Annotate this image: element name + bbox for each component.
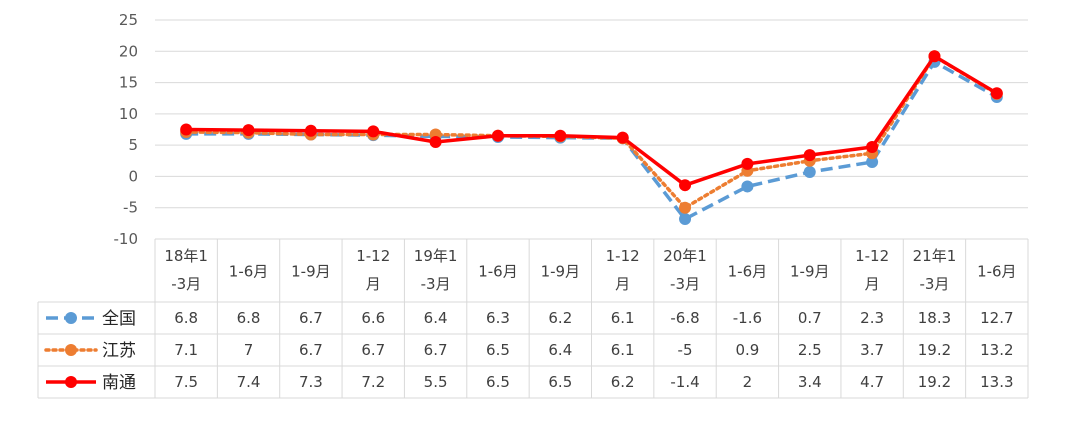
data-table-value: 18.3	[918, 309, 951, 327]
legend-key-marker	[65, 376, 77, 388]
data-point	[803, 149, 816, 162]
y-tick-label: -10	[114, 230, 139, 248]
legend-label: 全国	[102, 309, 136, 329]
data-table-value: 6.6	[361, 309, 385, 327]
data-point	[866, 141, 879, 154]
data-table-value: 6.5	[486, 373, 510, 391]
data-point	[429, 136, 442, 149]
data-table-value: 0.7	[798, 309, 822, 327]
legend-key-marker	[65, 344, 77, 356]
legend-key-marker	[65, 312, 77, 324]
data-table-value: 19.2	[918, 373, 951, 391]
data-table-value: 3.7	[860, 341, 884, 359]
category-label: -3月	[171, 275, 201, 293]
data-point	[679, 212, 692, 225]
data-table-value: 6.3	[486, 309, 510, 327]
category-label: 1-6月	[728, 263, 768, 281]
data-table-value: 6.7	[424, 341, 448, 359]
category-label: 20年1	[663, 247, 707, 265]
category-label: 月	[366, 275, 381, 293]
category-label: 1-9月	[541, 263, 581, 281]
category-label: 月	[865, 275, 880, 293]
data-table-value: 6.7	[361, 341, 385, 359]
category-label: 1-12	[606, 247, 640, 265]
data-table-value: 6.5	[548, 373, 572, 391]
data-point	[741, 157, 754, 170]
data-point	[803, 166, 816, 179]
data-table-value: 6.8	[174, 309, 198, 327]
series-line	[186, 54, 998, 187]
data-point	[616, 131, 629, 144]
data-point	[554, 129, 567, 142]
data-table-value: 2	[743, 373, 753, 391]
category-label: 月	[615, 275, 630, 293]
data-table-value: 3.4	[798, 373, 822, 391]
data-table-value: 19.2	[918, 341, 951, 359]
data-point	[180, 123, 193, 136]
category-label: -3月	[670, 275, 700, 293]
category-label: 21年1	[913, 247, 957, 265]
data-table-value: 7.4	[237, 373, 261, 391]
category-label: -3月	[919, 275, 949, 293]
category-label: 1-6月	[977, 263, 1017, 281]
data-table-value: -5	[678, 341, 693, 359]
y-tick-label: 10	[119, 105, 138, 123]
y-tick-label: 15	[119, 74, 138, 92]
data-point	[679, 179, 692, 192]
category-label: 1-12	[855, 247, 889, 265]
data-point	[741, 180, 754, 193]
data-point	[928, 50, 941, 63]
category-label: 19年1	[414, 247, 458, 265]
data-table-value: 6.1	[611, 309, 635, 327]
data-table-value: 6.5	[486, 341, 510, 359]
category-label: 1-6月	[478, 263, 518, 281]
data-table-value: 6.4	[548, 341, 572, 359]
y-tick-label: 0	[128, 167, 138, 185]
y-tick-label: -5	[123, 199, 138, 217]
category-label: 1-12	[356, 247, 390, 265]
category-label: -3月	[421, 275, 451, 293]
y-tick-label: 5	[128, 136, 138, 154]
data-point	[679, 201, 692, 214]
data-table-value: 7.1	[174, 341, 198, 359]
data-table-value: 6.7	[299, 309, 323, 327]
data-table-value: 6.4	[424, 309, 448, 327]
data-table-value: 12.7	[980, 309, 1013, 327]
data-table-value: 6.7	[299, 341, 323, 359]
data-table-value: 7.2	[361, 373, 385, 391]
data-point	[367, 125, 380, 138]
category-label: 18年1	[164, 247, 208, 265]
data-point	[304, 124, 317, 137]
y-tick-label: 25	[119, 11, 138, 29]
data-table-value: 6.8	[237, 309, 261, 327]
data-table-value: 7.3	[299, 373, 323, 391]
data-table-value: -1.6	[733, 309, 762, 327]
data-point	[866, 156, 879, 169]
data-table-value: 5.5	[424, 373, 448, 391]
legend-label: 南通	[102, 373, 136, 393]
data-table-value: 6.1	[611, 341, 635, 359]
data-table-value: -6.8	[670, 309, 699, 327]
data-table-value: 7.5	[174, 373, 198, 391]
data-table-value: 13.3	[980, 373, 1013, 391]
data-point	[242, 124, 255, 137]
category-label: 1-9月	[790, 263, 830, 281]
y-tick-label: 20	[119, 42, 138, 60]
data-table-value: 0.9	[735, 341, 759, 359]
data-table-value: 2.3	[860, 309, 884, 327]
data-table-value: 6.2	[611, 373, 635, 391]
category-label: 1-6月	[229, 263, 269, 281]
data-table-value: 2.5	[798, 341, 822, 359]
data-table-value: 13.2	[980, 341, 1013, 359]
legend-label: 江苏	[102, 341, 136, 361]
data-point	[491, 129, 504, 142]
data-table-value: 7	[244, 341, 254, 359]
data-point	[990, 87, 1003, 100]
data-table-value: -1.4	[670, 373, 699, 391]
category-label: 1-9月	[291, 263, 331, 281]
data-table-value: 6.2	[548, 309, 572, 327]
data-table-value: 4.7	[860, 373, 884, 391]
